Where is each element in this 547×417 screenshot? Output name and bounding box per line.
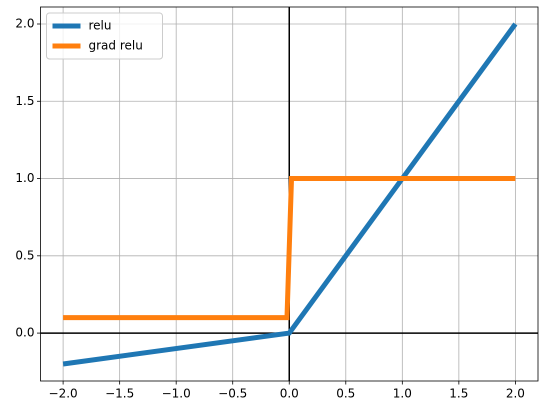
line (62, 22, 518, 367)
x-tick-label: 2.0 (506, 387, 525, 401)
x-tick-label: 1.0 (393, 387, 412, 401)
y-tick-label: 1.5 (15, 94, 34, 108)
x-tick-label: −2.0 (49, 387, 78, 401)
x-tick-label: −1.0 (162, 387, 191, 401)
y-tick-label: 1.0 (15, 171, 34, 185)
line (63, 176, 516, 321)
legend-label: relu (89, 19, 112, 33)
legend-label: grad relu (89, 39, 143, 53)
x-tick-label: −1.5 (105, 387, 134, 401)
y-tick-label: 0.0 (15, 326, 34, 340)
x-tick-label: −0.5 (218, 387, 247, 401)
x-tick-label: 0.0 (280, 387, 299, 401)
x-tick-label: 0.5 (336, 387, 355, 401)
y-tick-label: 2.0 (15, 17, 34, 31)
legend: relu grad relu (46, 12, 163, 60)
x-tick-label: 1.5 (449, 387, 468, 401)
y-tick-label: 0.5 (15, 248, 34, 262)
plot-frame (40, 6, 539, 382)
